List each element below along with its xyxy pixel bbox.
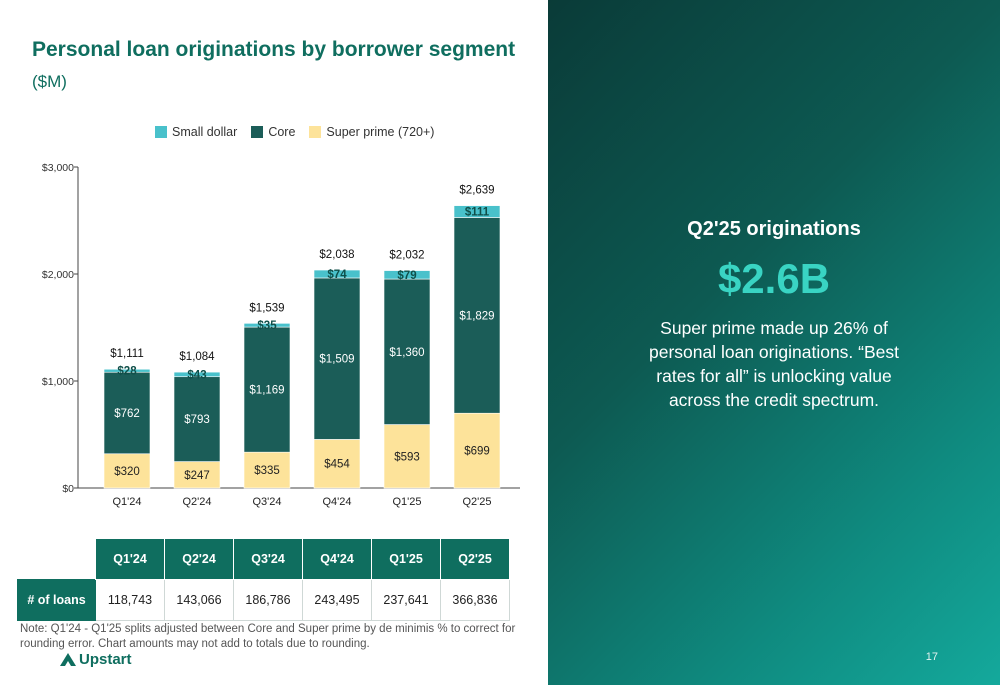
bar-segment xyxy=(103,371,151,455)
bar-segment xyxy=(313,277,361,440)
bar-segment xyxy=(103,368,151,373)
legend-swatch-small-dollar xyxy=(155,126,167,138)
legend-item-small-dollar: Small dollar xyxy=(155,125,237,139)
upstart-logo-text: Upstart xyxy=(79,651,132,668)
y-tick-label: $1,000 xyxy=(42,376,74,388)
x-tick-label: Q2'24 xyxy=(182,496,211,508)
loans-table-cell: 118,743 xyxy=(95,579,165,621)
bar-segment xyxy=(383,270,431,280)
x-tick-label: Q2'25 xyxy=(462,496,491,508)
highlight-value: $2.6B xyxy=(717,255,831,302)
loans-table-header: Q1'24 xyxy=(95,538,165,580)
highlight-panel: Q2'25 originations $2.6B Super prime mad… xyxy=(548,0,1000,685)
bar-segment xyxy=(173,371,221,378)
loans-table-cell: 186,786 xyxy=(233,579,303,621)
x-tick-label: Q1'24 xyxy=(112,496,141,508)
loans-table-header: Q4'24 xyxy=(302,538,372,580)
loans-table-cell: 237,641 xyxy=(371,579,441,621)
data-label: $793 xyxy=(184,414,210,426)
total-label: $1,539 xyxy=(249,302,284,314)
footnote: Note: Q1'24 - Q1'25 splits adjusted betw… xyxy=(20,623,516,650)
data-label: $1,509 xyxy=(319,354,354,366)
data-label: $35 xyxy=(257,320,277,332)
data-label: $335 xyxy=(254,465,280,477)
y-tick-label: $3,000 xyxy=(42,162,74,174)
bar-segment xyxy=(243,323,291,328)
loans-table-header-row: Q1'24 Q2'24 Q3'24 Q4'24 Q1'25 Q2'25 xyxy=(18,538,510,580)
bar-segment xyxy=(453,205,501,218)
data-label: $320 xyxy=(114,466,140,478)
total-label: $1,111 xyxy=(110,348,143,360)
data-label: $74 xyxy=(327,269,347,281)
page-number: 17 xyxy=(925,651,938,663)
y-tick-label: $0 xyxy=(62,483,74,495)
loans-table-cell: 366,836 xyxy=(440,579,510,621)
data-label: $762 xyxy=(114,408,140,420)
data-label: $1,829 xyxy=(459,310,494,322)
bar-segment xyxy=(383,424,431,489)
highlight-heading: Q2'25 originations xyxy=(687,218,861,240)
legend-label-core: Core xyxy=(268,125,296,139)
loans-table: Q1'24 Q2'24 Q3'24 Q4'24 Q1'25 Q2'25 # of… xyxy=(17,538,510,621)
loans-table-header: Q2'24 xyxy=(164,538,234,580)
loans-table-header: Q1'25 xyxy=(371,538,441,580)
chart-panel: Personal loan originations by borrower s… xyxy=(17,38,520,668)
x-tick-label: Q1'25 xyxy=(392,496,421,508)
loans-table-row: # of loans 118,743 143,066 186,786 243,4… xyxy=(17,579,510,621)
chart-subtitle: ($M) xyxy=(32,72,67,91)
bar-segment xyxy=(453,217,501,414)
upstart-logo: Upstart xyxy=(60,651,132,668)
data-label: $593 xyxy=(394,451,420,463)
legend-item-super-prime: Super prime (720+) xyxy=(309,125,434,139)
x-tick-label: Q3'24 xyxy=(252,496,281,508)
stacked-bar-chart: $0 $1,000 $2,000 $3,000 $320 $762 $28 $1,111 Q1'… xyxy=(42,162,520,508)
bar-segment xyxy=(453,412,501,489)
legend-label-small-dollar: Small dollar xyxy=(172,125,238,139)
data-label: $699 xyxy=(464,446,490,458)
bar-segment xyxy=(103,453,151,489)
loans-table-header: Q2'25 xyxy=(440,538,510,580)
loans-table-row-label: # of loans xyxy=(17,579,96,621)
legend-item-core: Core xyxy=(251,125,295,139)
loans-table-corner xyxy=(18,539,96,580)
bar-segment xyxy=(313,269,361,279)
total-label: $1,084 xyxy=(179,351,215,363)
bar-segment xyxy=(243,326,291,453)
data-label: $454 xyxy=(324,459,350,471)
loans-table-cell: 143,066 xyxy=(164,579,234,621)
legend-label-super-prime: Super prime (720+) xyxy=(326,125,435,139)
data-label: $28 xyxy=(117,366,137,378)
loans-table-cell: 243,495 xyxy=(302,579,372,621)
legend-swatch-core xyxy=(251,126,264,138)
data-label: $1,360 xyxy=(389,347,424,359)
legend-swatch-super-prime xyxy=(309,126,322,138)
y-tick-label: $2,000 xyxy=(42,269,74,281)
x-tick-label: Q4'24 xyxy=(322,496,351,508)
highlight-description: Super prime made up 26% of personal loan… xyxy=(648,318,899,410)
data-label: $79 xyxy=(397,270,416,282)
data-label: $43 xyxy=(187,369,206,381)
upstart-logo-icon xyxy=(60,653,76,666)
data-label: $247 xyxy=(184,470,210,482)
chart-title: Personal loan originations by borrower s… xyxy=(32,38,516,61)
total-label: $2,038 xyxy=(319,249,354,261)
loans-table-header: Q3'24 xyxy=(233,538,303,580)
total-label: $2,639 xyxy=(459,185,494,197)
data-label: $1,169 xyxy=(249,385,284,397)
total-label: $2,032 xyxy=(389,250,424,262)
data-label: $111 xyxy=(465,207,490,219)
bar-segment xyxy=(383,278,431,425)
chart-legend: Small dollar Core Super prime (720+) xyxy=(155,125,434,139)
